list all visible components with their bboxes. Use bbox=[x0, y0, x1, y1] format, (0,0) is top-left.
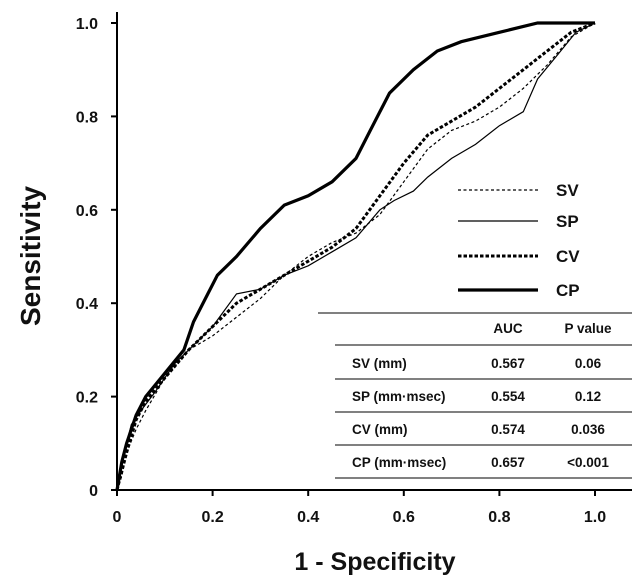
table-cell: 0.06 bbox=[575, 356, 602, 371]
axes bbox=[116, 12, 632, 491]
table-cell: CV (mm) bbox=[352, 422, 408, 437]
legend-label-sv: SV bbox=[556, 181, 579, 200]
table-cell: <0.001 bbox=[567, 455, 609, 470]
y-tick-label: 0.4 bbox=[76, 296, 98, 313]
y-axis-title: Sensitivity bbox=[15, 186, 46, 326]
table-cell: 0.12 bbox=[575, 389, 601, 404]
table-cell: 0.036 bbox=[571, 422, 605, 437]
y-tick-label: 0.6 bbox=[76, 203, 98, 220]
y-tick-label: 0.2 bbox=[76, 390, 98, 407]
x-tick-label: 0.2 bbox=[201, 509, 223, 526]
series-line-cv bbox=[115, 21, 596, 491]
x-tick-label: 0 bbox=[113, 509, 122, 526]
table-header-cell: P value bbox=[564, 321, 612, 336]
tick-labels: 0 0.2 0.4 0.6 0.8 1.0 0 0.2 0.4 0.6 0.8 1.0 bbox=[76, 16, 606, 526]
x-tick-label: 0.4 bbox=[297, 509, 319, 526]
auc-table: AUC P value SV (mm) 0.567 0.06 SP (mm·msec) 0.… bbox=[318, 312, 632, 479]
series-line-sp bbox=[116, 22, 596, 491]
table-header-cell: AUC bbox=[493, 321, 522, 336]
series-line-cp bbox=[115, 21, 595, 491]
table-cell: 0.554 bbox=[491, 389, 525, 404]
x-tick-label: 0.6 bbox=[393, 509, 415, 526]
table-cell: CP (mm·msec) bbox=[352, 455, 446, 470]
y-tick-label: 0.8 bbox=[76, 109, 98, 126]
legend-label-cp: CP bbox=[556, 281, 580, 300]
x-tick-label: 0.8 bbox=[488, 509, 510, 526]
legend-label-cv: CV bbox=[556, 247, 580, 266]
series-lines bbox=[115, 21, 596, 491]
table-cell: SP (mm·msec) bbox=[352, 389, 446, 404]
x-tick-label: 1.0 bbox=[584, 509, 606, 526]
table-cell: 0.657 bbox=[491, 455, 525, 470]
legend-label-sp: SP bbox=[556, 212, 579, 231]
table-cell: 0.574 bbox=[491, 422, 525, 437]
x-axis-title: 1 - Specificity bbox=[294, 548, 455, 576]
table-cell: 0.567 bbox=[491, 356, 525, 371]
table-cell: SV (mm) bbox=[352, 356, 407, 371]
legend: SV SP CV CP bbox=[458, 181, 580, 300]
series-line-sv bbox=[116, 22, 596, 491]
y-tick-label: 1.0 bbox=[76, 16, 98, 33]
y-tick-label: 0 bbox=[89, 483, 98, 500]
